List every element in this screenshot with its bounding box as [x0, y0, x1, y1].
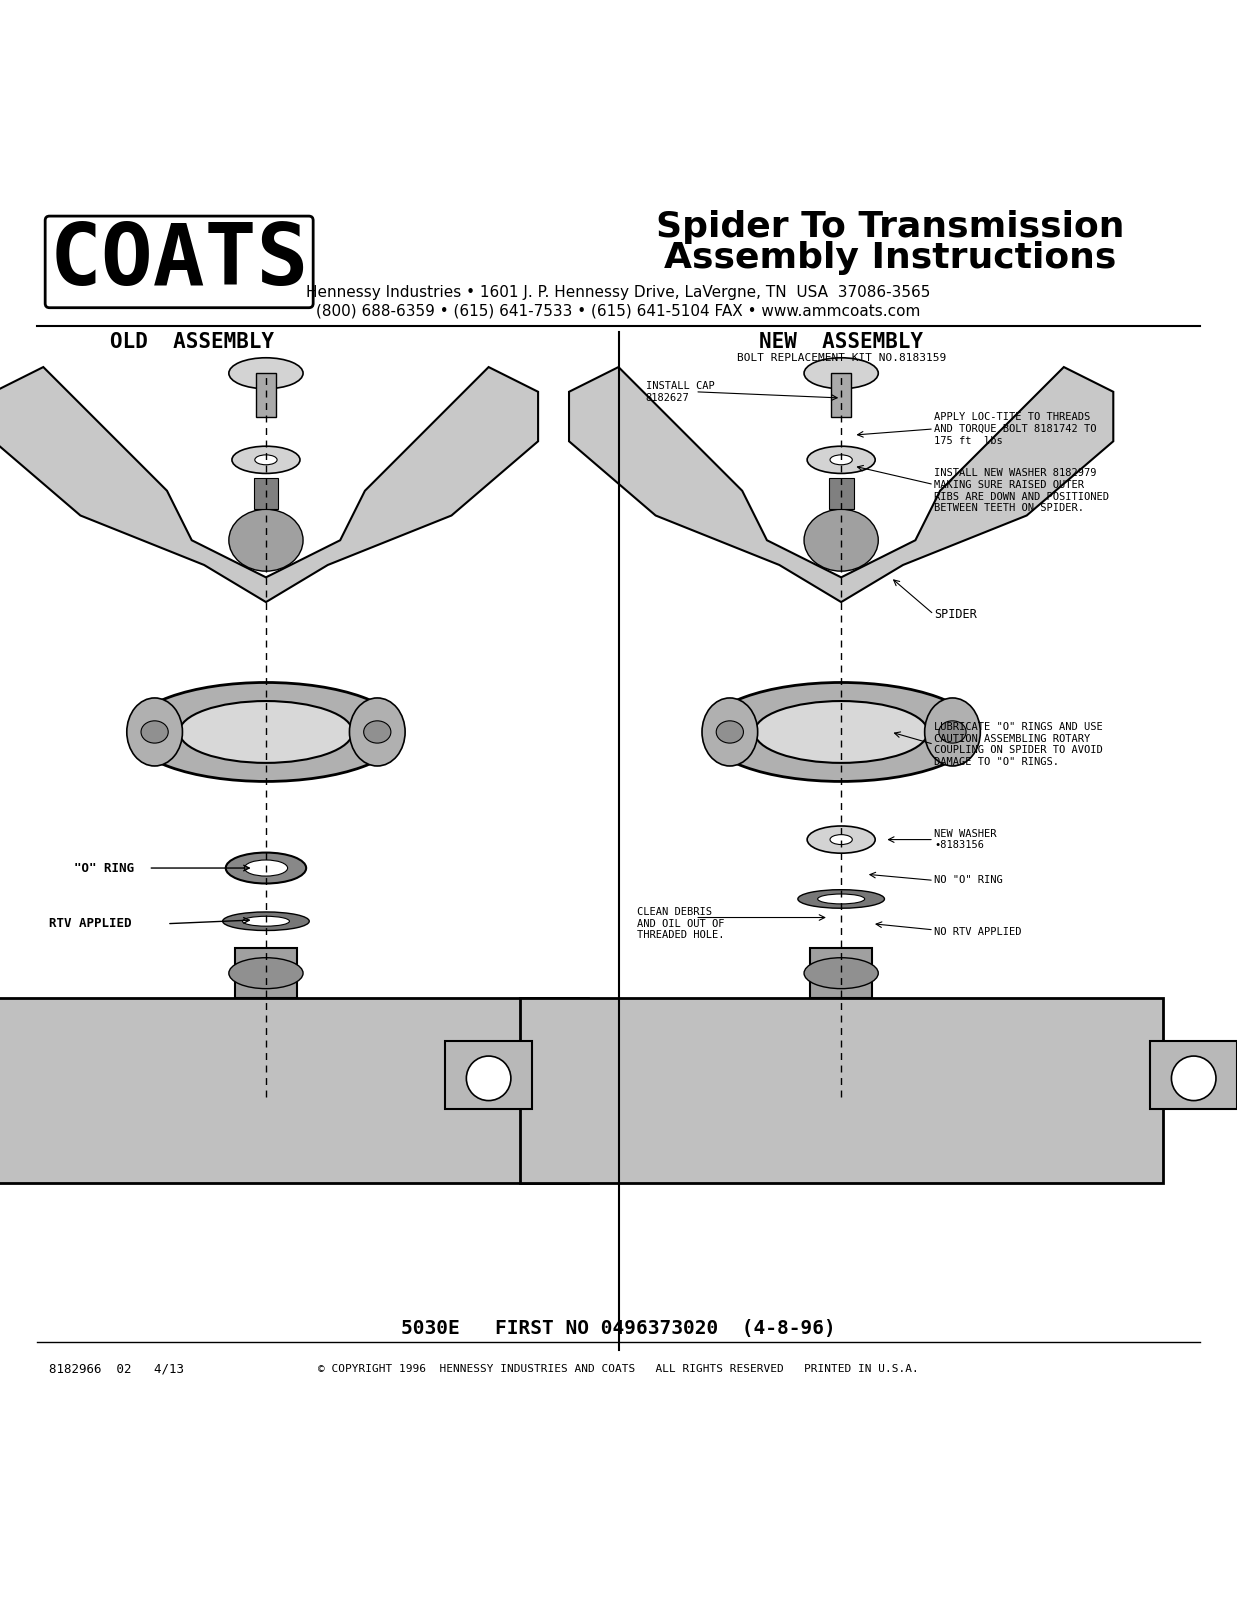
- Bar: [445, 1042, 532, 1109]
- Text: © COPYRIGHT 1996  HENNESSY INDUSTRIES AND COATS   ALL RIGHTS RESERVED   PRINTED : © COPYRIGHT 1996 HENNESSY INDUSTRIES AND…: [318, 1365, 919, 1374]
- Text: 5030E   FIRST NO 0496373020  (4-8-96): 5030E FIRST NO 0496373020 (4-8-96): [401, 1318, 836, 1338]
- Ellipse shape: [244, 859, 287, 877]
- Ellipse shape: [126, 698, 183, 766]
- Ellipse shape: [939, 722, 966, 742]
- Circle shape: [596, 1056, 641, 1101]
- Ellipse shape: [229, 358, 303, 389]
- Ellipse shape: [225, 853, 306, 883]
- Circle shape: [1171, 1056, 1216, 1101]
- Bar: [810, 949, 872, 998]
- Ellipse shape: [807, 446, 876, 474]
- Text: NO "O" RING: NO "O" RING: [934, 875, 1003, 885]
- Text: NEW WASHER
•8183156: NEW WASHER •8183156: [934, 829, 997, 850]
- Text: LUBRICATE "O" RINGS AND USE
CAUTION ASSEMBLING ROTARY
COUPLING ON SPIDER TO AVOI: LUBRICATE "O" RINGS AND USE CAUTION ASSE…: [934, 722, 1102, 766]
- Ellipse shape: [229, 958, 303, 989]
- Ellipse shape: [141, 722, 168, 742]
- Text: CLEAN DEBRIS
AND OIL OUT OF
THREADED HOLE.: CLEAN DEBRIS AND OIL OUT OF THREADED HOL…: [637, 907, 725, 941]
- Circle shape: [466, 1056, 511, 1101]
- Ellipse shape: [242, 917, 289, 926]
- Ellipse shape: [705, 683, 977, 781]
- Bar: [254, 478, 278, 509]
- Text: Spider To Transmission: Spider To Transmission: [657, 210, 1124, 245]
- Ellipse shape: [804, 958, 878, 989]
- Text: APPLY LOC-TITE TO THREADS
AND TORQUE BOLT 8181742 TO
175 ft  lbs: APPLY LOC-TITE TO THREADS AND TORQUE BOL…: [934, 413, 1096, 445]
- Polygon shape: [569, 366, 1113, 602]
- Text: "O" RING: "O" RING: [74, 861, 135, 875]
- Ellipse shape: [703, 698, 758, 766]
- Text: NO RTV APPLIED: NO RTV APPLIED: [934, 928, 1022, 938]
- Text: INSTALL NEW WASHER 8182979
MAKING SURE RAISED OUTER
RIBS ARE DOWN AND POSITIONED: INSTALL NEW WASHER 8182979 MAKING SURE R…: [934, 469, 1108, 514]
- Ellipse shape: [223, 912, 309, 931]
- Ellipse shape: [130, 683, 402, 781]
- Ellipse shape: [255, 454, 277, 464]
- Ellipse shape: [798, 890, 884, 909]
- Ellipse shape: [830, 835, 852, 845]
- Bar: [829, 478, 854, 509]
- Text: OLD  ASSEMBLY: OLD ASSEMBLY: [110, 333, 273, 352]
- Text: Assembly Instructions: Assembly Instructions: [664, 242, 1117, 275]
- Bar: [831, 373, 851, 416]
- Bar: [235, 949, 297, 998]
- Bar: [256, 373, 276, 416]
- Polygon shape: [0, 366, 538, 602]
- Ellipse shape: [229, 509, 303, 571]
- Bar: [1150, 1042, 1237, 1109]
- Ellipse shape: [804, 509, 878, 571]
- Ellipse shape: [807, 826, 876, 853]
- Ellipse shape: [818, 894, 865, 904]
- Text: INSTALL CAP
8182627: INSTALL CAP 8182627: [646, 381, 715, 403]
- Ellipse shape: [804, 358, 878, 389]
- Ellipse shape: [179, 701, 353, 763]
- Ellipse shape: [716, 722, 743, 742]
- Text: NEW  ASSEMBLY: NEW ASSEMBLY: [760, 333, 923, 352]
- Bar: [520, 998, 1163, 1184]
- Ellipse shape: [364, 722, 391, 742]
- Text: (800) 688-6359 • (615) 641-7533 • (615) 641-5104 FAX • www.ammcoats.com: (800) 688-6359 • (615) 641-7533 • (615) …: [317, 304, 920, 318]
- Ellipse shape: [830, 454, 852, 464]
- Ellipse shape: [755, 701, 928, 763]
- Text: RTV APPLIED: RTV APPLIED: [49, 917, 132, 930]
- Text: BOLT REPLACEMENT KIT NO.8183159: BOLT REPLACEMENT KIT NO.8183159: [736, 354, 946, 363]
- Text: SPIDER: SPIDER: [934, 608, 977, 621]
- Ellipse shape: [233, 446, 299, 474]
- Text: COATS: COATS: [49, 221, 309, 304]
- Bar: [0, 998, 588, 1184]
- Ellipse shape: [349, 698, 404, 766]
- Text: 8182966  02   4/13: 8182966 02 4/13: [49, 1363, 184, 1376]
- Ellipse shape: [924, 698, 981, 766]
- Text: Hennessy Industries • 1601 J. P. Hennessy Drive, LaVergne, TN  USA  37086-3565: Hennessy Industries • 1601 J. P. Henness…: [307, 285, 930, 301]
- Bar: [575, 1042, 662, 1109]
